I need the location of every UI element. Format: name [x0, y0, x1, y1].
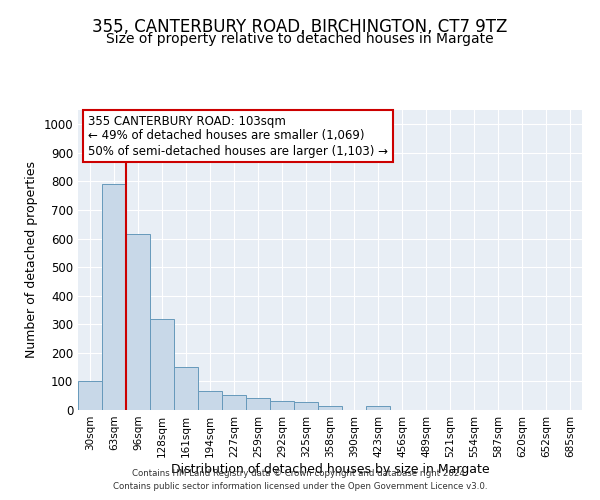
Text: 355, CANTERBURY ROAD, BIRCHINGTON, CT7 9TZ: 355, CANTERBURY ROAD, BIRCHINGTON, CT7 9… [92, 18, 508, 36]
Text: 355 CANTERBURY ROAD: 103sqm
← 49% of detached houses are smaller (1,069)
50% of : 355 CANTERBURY ROAD: 103sqm ← 49% of det… [88, 114, 388, 158]
Bar [78, 382, 102, 410]
Bar [198, 390, 222, 410]
Bar [318, 406, 342, 410]
Bar [246, 398, 270, 410]
Y-axis label: Number of detached properties: Number of detached properties [25, 162, 38, 358]
Bar [102, 184, 126, 410]
Bar [222, 395, 246, 410]
Bar [150, 318, 174, 410]
Bar [174, 367, 198, 410]
Bar [270, 400, 294, 410]
X-axis label: Distribution of detached houses by size in Margate: Distribution of detached houses by size … [170, 462, 490, 475]
Bar [294, 402, 318, 410]
Bar [126, 234, 150, 410]
Text: Contains HM Land Registry data © Crown copyright and database right 2024.: Contains HM Land Registry data © Crown c… [132, 468, 468, 477]
Bar [366, 406, 390, 410]
Text: Contains public sector information licensed under the Open Government Licence v3: Contains public sector information licen… [113, 482, 487, 491]
Text: Size of property relative to detached houses in Margate: Size of property relative to detached ho… [106, 32, 494, 46]
